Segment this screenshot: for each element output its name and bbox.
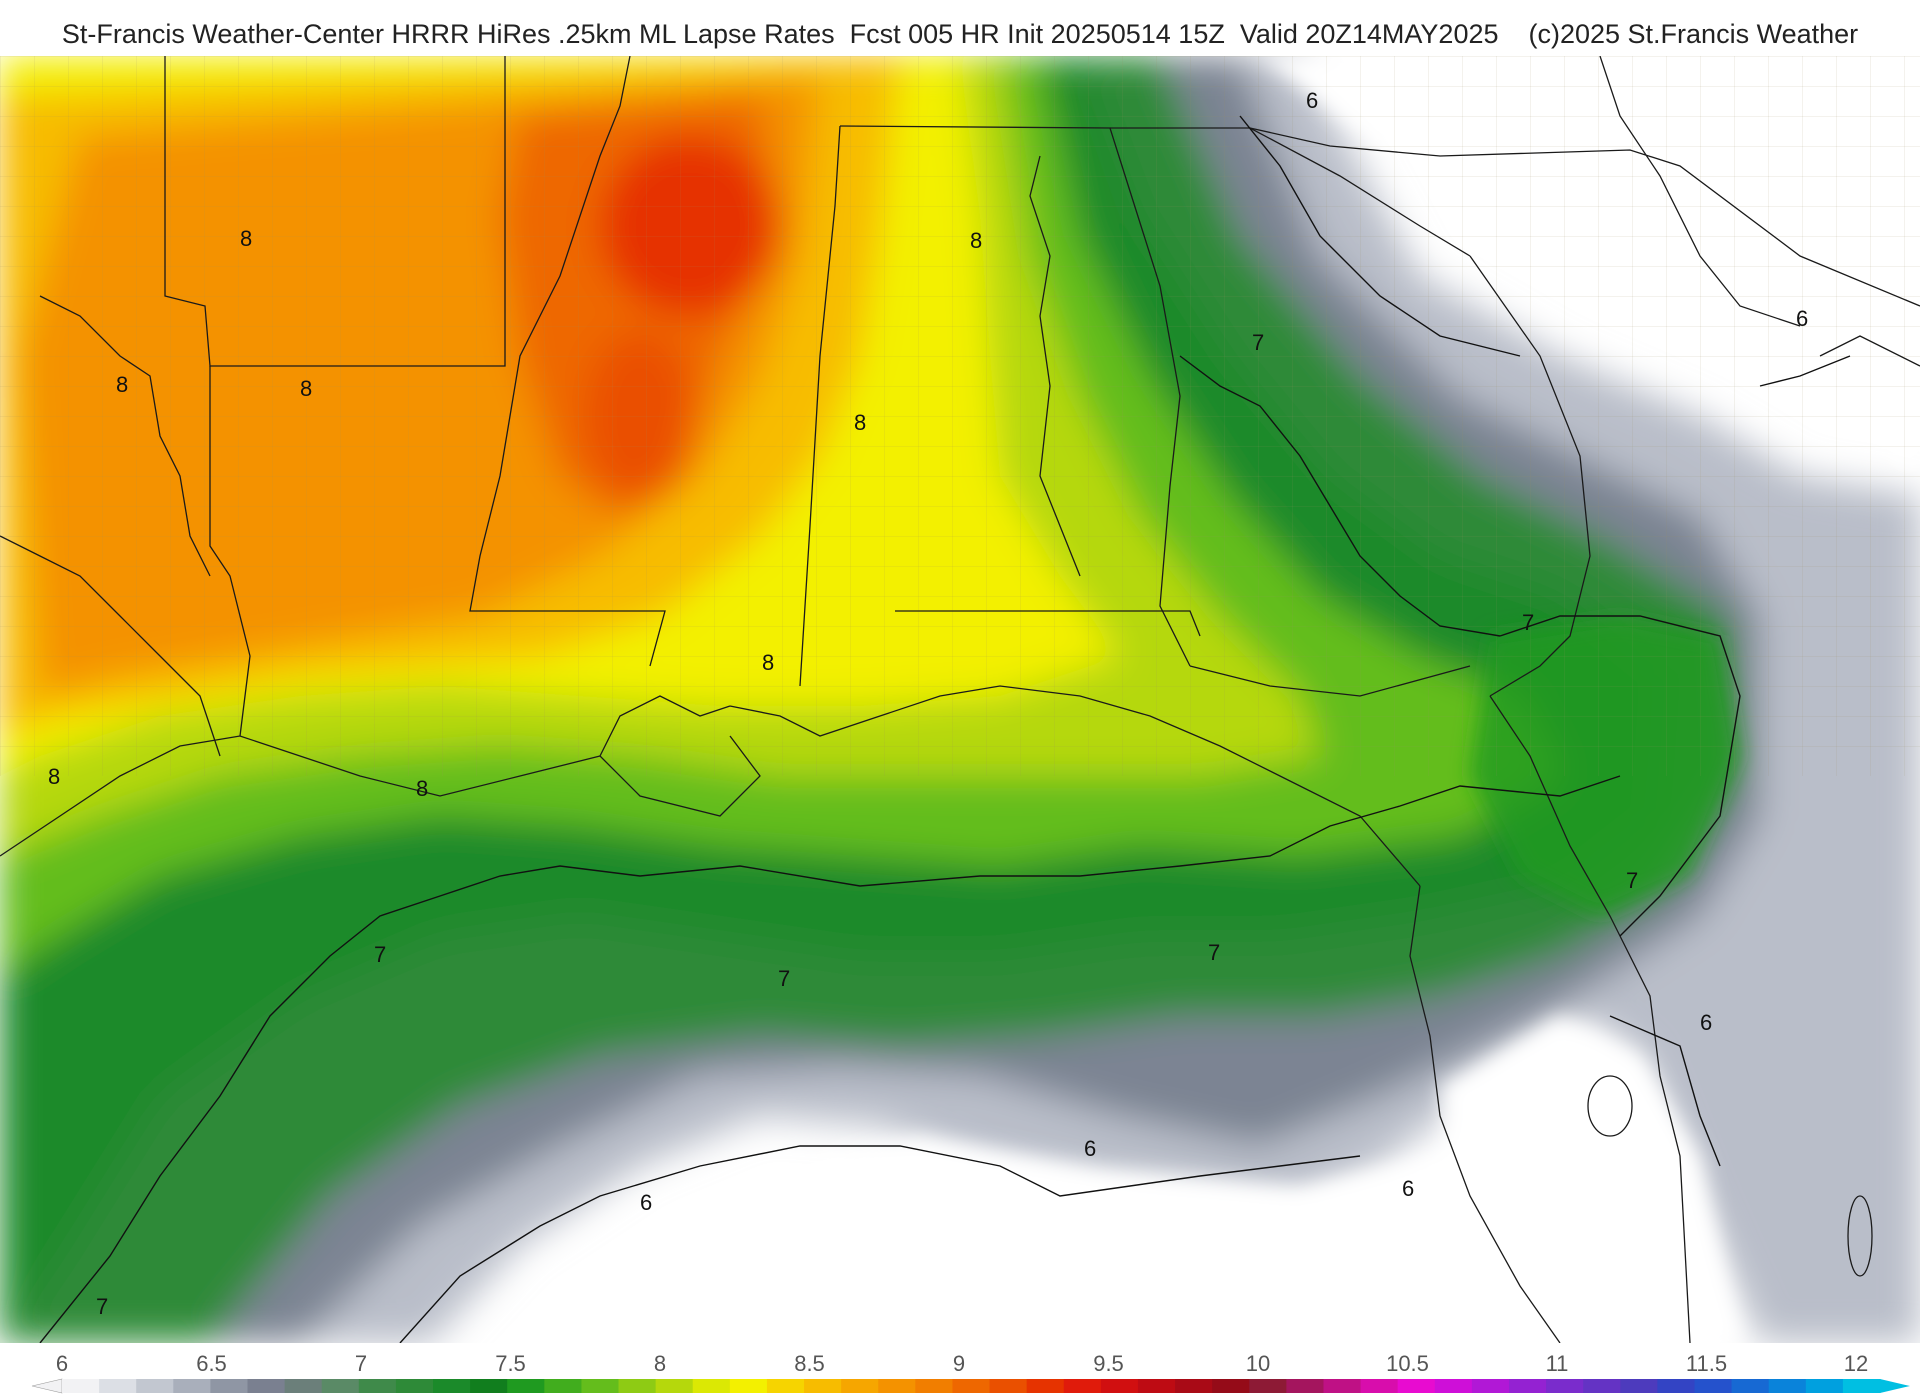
colorbar-swatch xyxy=(1100,1379,1139,1393)
colorbar-tick-label: 7 xyxy=(355,1351,367,1376)
colorbar-swatch xyxy=(62,1379,100,1393)
colorbar-swatch xyxy=(544,1379,583,1393)
colorbar-swatch xyxy=(692,1379,731,1393)
colorbar-swatch xyxy=(321,1379,360,1393)
colorbar-tick-label: 8 xyxy=(654,1351,666,1376)
contour-label: 8 xyxy=(116,372,128,397)
contour-label: 7 xyxy=(374,942,386,967)
colorbar-swatch xyxy=(989,1379,1028,1393)
colorbar-swatch xyxy=(433,1379,471,1393)
colorbar-swatch xyxy=(1546,1379,1584,1393)
colorbar-swatch xyxy=(1137,1379,1176,1393)
contour-label: 7 xyxy=(96,1294,108,1319)
colorbar-tick-label: 9.5 xyxy=(1093,1351,1124,1376)
colorbar-right-arrow xyxy=(1880,1379,1910,1393)
colorbar-tick-label: 10.5 xyxy=(1386,1351,1429,1376)
colorbar-tick-label: 9 xyxy=(953,1351,965,1376)
contour-label: 7 xyxy=(1208,940,1220,965)
colorbar-tick-label: 7.5 xyxy=(495,1351,526,1376)
colorbar-swatch xyxy=(136,1379,174,1393)
colorbar-swatch xyxy=(1805,1379,1844,1393)
colorbar-swatch xyxy=(1583,1379,1621,1393)
colorbar-swatch xyxy=(804,1379,842,1393)
colorbar-swatch xyxy=(618,1379,657,1393)
contour-label: 8 xyxy=(854,410,866,435)
colorbar-swatch xyxy=(1471,1379,1510,1393)
colorbar-swatch xyxy=(1694,1379,1733,1393)
colorbar-swatch xyxy=(1397,1379,1436,1393)
colorbar-swatch xyxy=(729,1379,768,1393)
colorbar-tick-label: 6.5 xyxy=(196,1351,227,1376)
colorbar-swatch xyxy=(210,1379,249,1393)
colorbar-swatch xyxy=(915,1379,954,1393)
colorbar-swatch xyxy=(1286,1379,1325,1393)
shaded-field xyxy=(0,56,1920,1343)
colorbar-swatch xyxy=(1360,1379,1399,1393)
colorbar-swatch xyxy=(581,1379,620,1393)
colorbar-swatch xyxy=(841,1379,879,1393)
colorbar-swatch xyxy=(1175,1379,1213,1393)
colorbar-swatch xyxy=(1249,1379,1287,1393)
colorbar-swatch xyxy=(878,1379,916,1393)
colorbar-swatch xyxy=(1768,1379,1807,1393)
colorbar-swatches xyxy=(31,1378,1910,1394)
colorbar-left-arrow xyxy=(31,1378,63,1394)
colorbar-swatch xyxy=(1063,1379,1102,1393)
colorbar-swatch xyxy=(952,1379,991,1393)
colorbar-swatch xyxy=(1323,1379,1362,1393)
colorbar-swatch xyxy=(284,1379,323,1393)
contour-label: 8 xyxy=(762,650,774,675)
map-title: St-Francis Weather-Center HRRR HiRes .25… xyxy=(61,19,1859,49)
colorbar-swatch xyxy=(247,1379,286,1393)
colorbar-swatch xyxy=(1657,1379,1696,1393)
colorbar-swatch xyxy=(1731,1379,1770,1393)
colorbar-swatch xyxy=(395,1379,434,1393)
contour-label: 8 xyxy=(48,764,60,789)
contour-label: 7 xyxy=(1626,868,1638,893)
lapse-rate-map: 8 8 8 8 8 8 8 8 7 7 7 7 7 7 7 6 6 6 6 6 … xyxy=(0,56,1920,1343)
colorbar-tick-label: 11 xyxy=(1546,1351,1569,1376)
boundaries xyxy=(0,56,1920,1343)
contour-label: 7 xyxy=(778,966,790,991)
contour-label: 8 xyxy=(416,776,428,801)
colorbar-swatch xyxy=(470,1379,508,1393)
contour-label: 6 xyxy=(1306,88,1318,113)
contour-label-group: 8 8 8 8 8 8 8 8 7 7 7 7 7 7 7 6 6 6 6 6 … xyxy=(48,88,1808,1319)
colorbar-swatch xyxy=(173,1379,212,1393)
colorbar-tick-label: 8.5 xyxy=(794,1351,825,1376)
colorbar-swatch xyxy=(1508,1379,1547,1393)
contour-label: 8 xyxy=(240,226,252,251)
colorbar-tick-label: 11.5 xyxy=(1686,1351,1727,1376)
colorbar-swatch xyxy=(1434,1379,1473,1393)
colorbar: 6 6.5 7 7.5 8 8.5 9 9.5 10 10.5 11 11.5 12 xyxy=(31,1351,1910,1394)
colorbar-swatch xyxy=(358,1379,397,1393)
colorbar-ticks: 6 6.5 7 7.5 8 8.5 9 9.5 10 10.5 11 11.5 12 xyxy=(56,1351,1868,1376)
colorbar-tick-label: 12 xyxy=(1844,1351,1868,1376)
contour-label: 7 xyxy=(1522,610,1534,635)
colorbar-swatch xyxy=(1842,1379,1881,1393)
contour-label: 7 xyxy=(1252,330,1264,355)
contour-label: 6 xyxy=(1084,1136,1096,1161)
contour-label: 8 xyxy=(300,376,312,401)
colorbar-swatch xyxy=(99,1379,137,1393)
contour-lines xyxy=(39,115,1851,1343)
colorbar-swatch xyxy=(766,1379,805,1393)
contour-label: 6 xyxy=(1402,1176,1414,1201)
contour-label: 6 xyxy=(640,1190,652,1215)
colorbar-swatch xyxy=(1026,1379,1065,1393)
contour-label: 6 xyxy=(1700,1010,1712,1035)
colorbar-swatch xyxy=(507,1379,545,1393)
colorbar-swatch xyxy=(655,1379,694,1393)
colorbar-swatch xyxy=(1620,1379,1658,1393)
colorbar-tick-label: 10 xyxy=(1246,1351,1270,1376)
colorbar-swatch xyxy=(1212,1379,1250,1393)
contour-label: 6 xyxy=(1796,306,1808,331)
contour-label: 8 xyxy=(970,228,982,253)
colorbar-tick-label: 6 xyxy=(56,1351,68,1376)
